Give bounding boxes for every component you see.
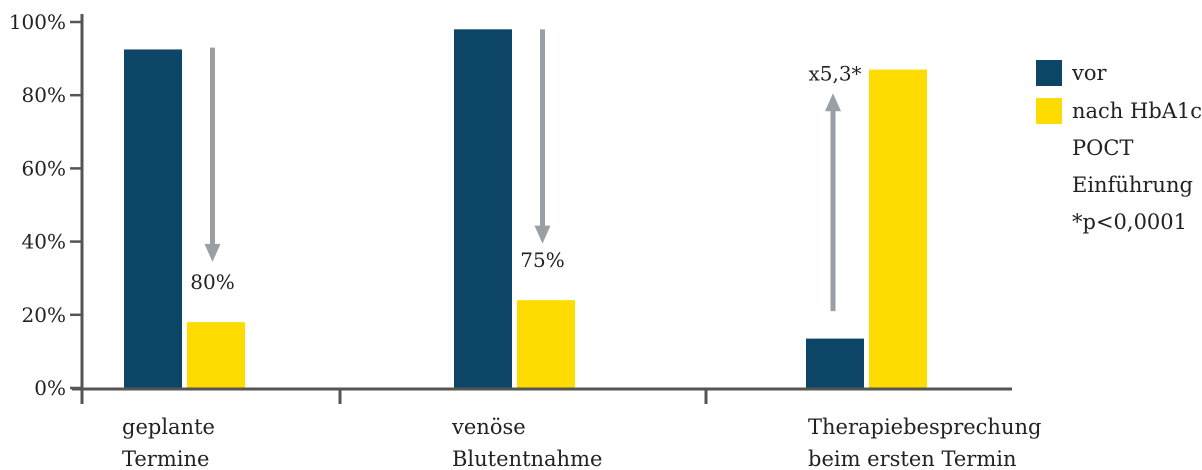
- legend-label-line: *p<0,0001: [1072, 210, 1187, 234]
- x-axis: geplante Termine venöse Blutentnahme Therapi…: [72, 387, 1041, 470]
- y-tick-label: 20%: [22, 303, 66, 327]
- category-label: geplante: [122, 415, 215, 439]
- bar-nach-1: [517, 300, 575, 388]
- down-arrow-head: [204, 243, 221, 262]
- legend-swatch-nach: [1036, 98, 1062, 124]
- legend-label-line: nach HbA1c: [1072, 99, 1202, 123]
- legend: vor nach HbA1c POCT Einführung *p<0,0001: [1036, 60, 1202, 234]
- bar-nach-2: [869, 69, 927, 388]
- bar-nach-0: [187, 322, 245, 388]
- category-label: venöse: [451, 415, 526, 439]
- legend-label-line: POCT: [1072, 136, 1133, 160]
- bar-vor-0: [124, 49, 182, 388]
- y-tick-label: 40%: [22, 230, 66, 254]
- bar-vor-1: [454, 29, 512, 388]
- legend-label-vor: vor: [1071, 61, 1108, 85]
- increase-label: x5,3*: [808, 62, 861, 86]
- legend-label-line: Einführung: [1072, 173, 1193, 197]
- annotation-arrows: 80% 75% x5,3*: [190, 29, 862, 312]
- y-tick-label: 100%: [9, 10, 66, 34]
- reduction-label: 80%: [190, 270, 234, 294]
- category-label: Therapiebesprechung: [808, 415, 1041, 439]
- category-label: Termine: [122, 447, 209, 470]
- down-arrow-head: [534, 225, 551, 244]
- bars: [124, 29, 927, 388]
- up-arrow-head: [825, 93, 841, 112]
- reduction-label: 75%: [520, 248, 564, 272]
- y-tick-label: 60%: [22, 156, 66, 180]
- y-tick-label: 80%: [22, 83, 66, 107]
- legend-swatch-vor: [1036, 60, 1062, 86]
- y-axis: 0% 20% 40% 60% 80% 100%: [9, 10, 84, 400]
- bar-vor-2: [806, 338, 864, 388]
- category-label: beim ersten Termin: [808, 447, 1016, 470]
- y-tick-label: 0%: [34, 376, 66, 400]
- category-label: Blutentnahme: [452, 447, 602, 470]
